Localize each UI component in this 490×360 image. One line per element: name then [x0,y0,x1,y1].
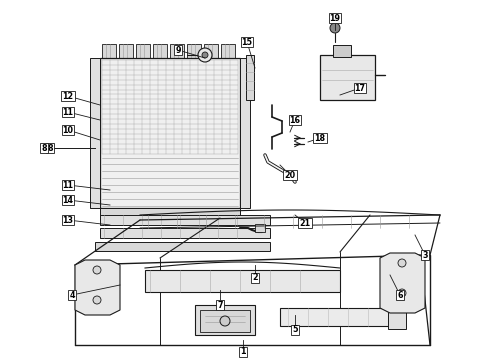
Text: 8: 8 [41,144,47,153]
Bar [221,44,235,58]
Bar [136,44,150,58]
Text: 19: 19 [329,14,341,23]
Bar [100,208,240,220]
Polygon shape [75,260,120,315]
Text: 4: 4 [69,291,75,300]
Text: 16: 16 [290,116,300,125]
Bar [95,242,270,251]
Bar [195,305,255,335]
Bar [388,305,406,329]
Bar [320,55,375,100]
Text: 13: 13 [63,216,74,225]
Bar [100,228,270,238]
Bar [200,310,250,332]
Circle shape [220,316,230,326]
Text: 21: 21 [299,219,311,228]
Circle shape [93,266,101,274]
Circle shape [93,296,101,304]
Circle shape [398,259,406,267]
Text: 8: 8 [47,144,53,153]
Text: 3: 3 [422,251,428,260]
Polygon shape [380,253,425,313]
Circle shape [198,48,212,62]
Bar [145,270,340,292]
Bar [240,58,250,208]
Text: 20: 20 [284,171,295,180]
Circle shape [202,52,208,58]
Bar [255,224,265,232]
Text: 14: 14 [63,195,74,204]
Bar [90,58,100,208]
Circle shape [330,23,340,33]
Text: 1: 1 [240,347,246,356]
Text: 11: 11 [63,180,74,189]
Bar [204,44,218,58]
Text: 5: 5 [292,325,298,334]
Circle shape [398,289,406,297]
Bar [246,55,254,100]
Bar [119,44,133,58]
Text: 18: 18 [315,134,325,143]
Text: 7: 7 [217,301,223,310]
Bar [170,44,184,58]
Text: 10: 10 [63,126,74,135]
Text: 15: 15 [242,37,252,46]
Bar [100,215,270,225]
Bar [333,45,351,57]
Bar [100,58,240,208]
Text: 11: 11 [63,108,74,117]
Bar [102,44,116,58]
Text: 17: 17 [354,84,366,93]
Text: 2: 2 [252,274,258,283]
Text: 6: 6 [397,291,403,300]
Text: 12: 12 [62,91,74,100]
Text: 9: 9 [175,45,181,54]
Bar [187,44,201,58]
Bar [153,44,167,58]
Bar [280,308,390,326]
